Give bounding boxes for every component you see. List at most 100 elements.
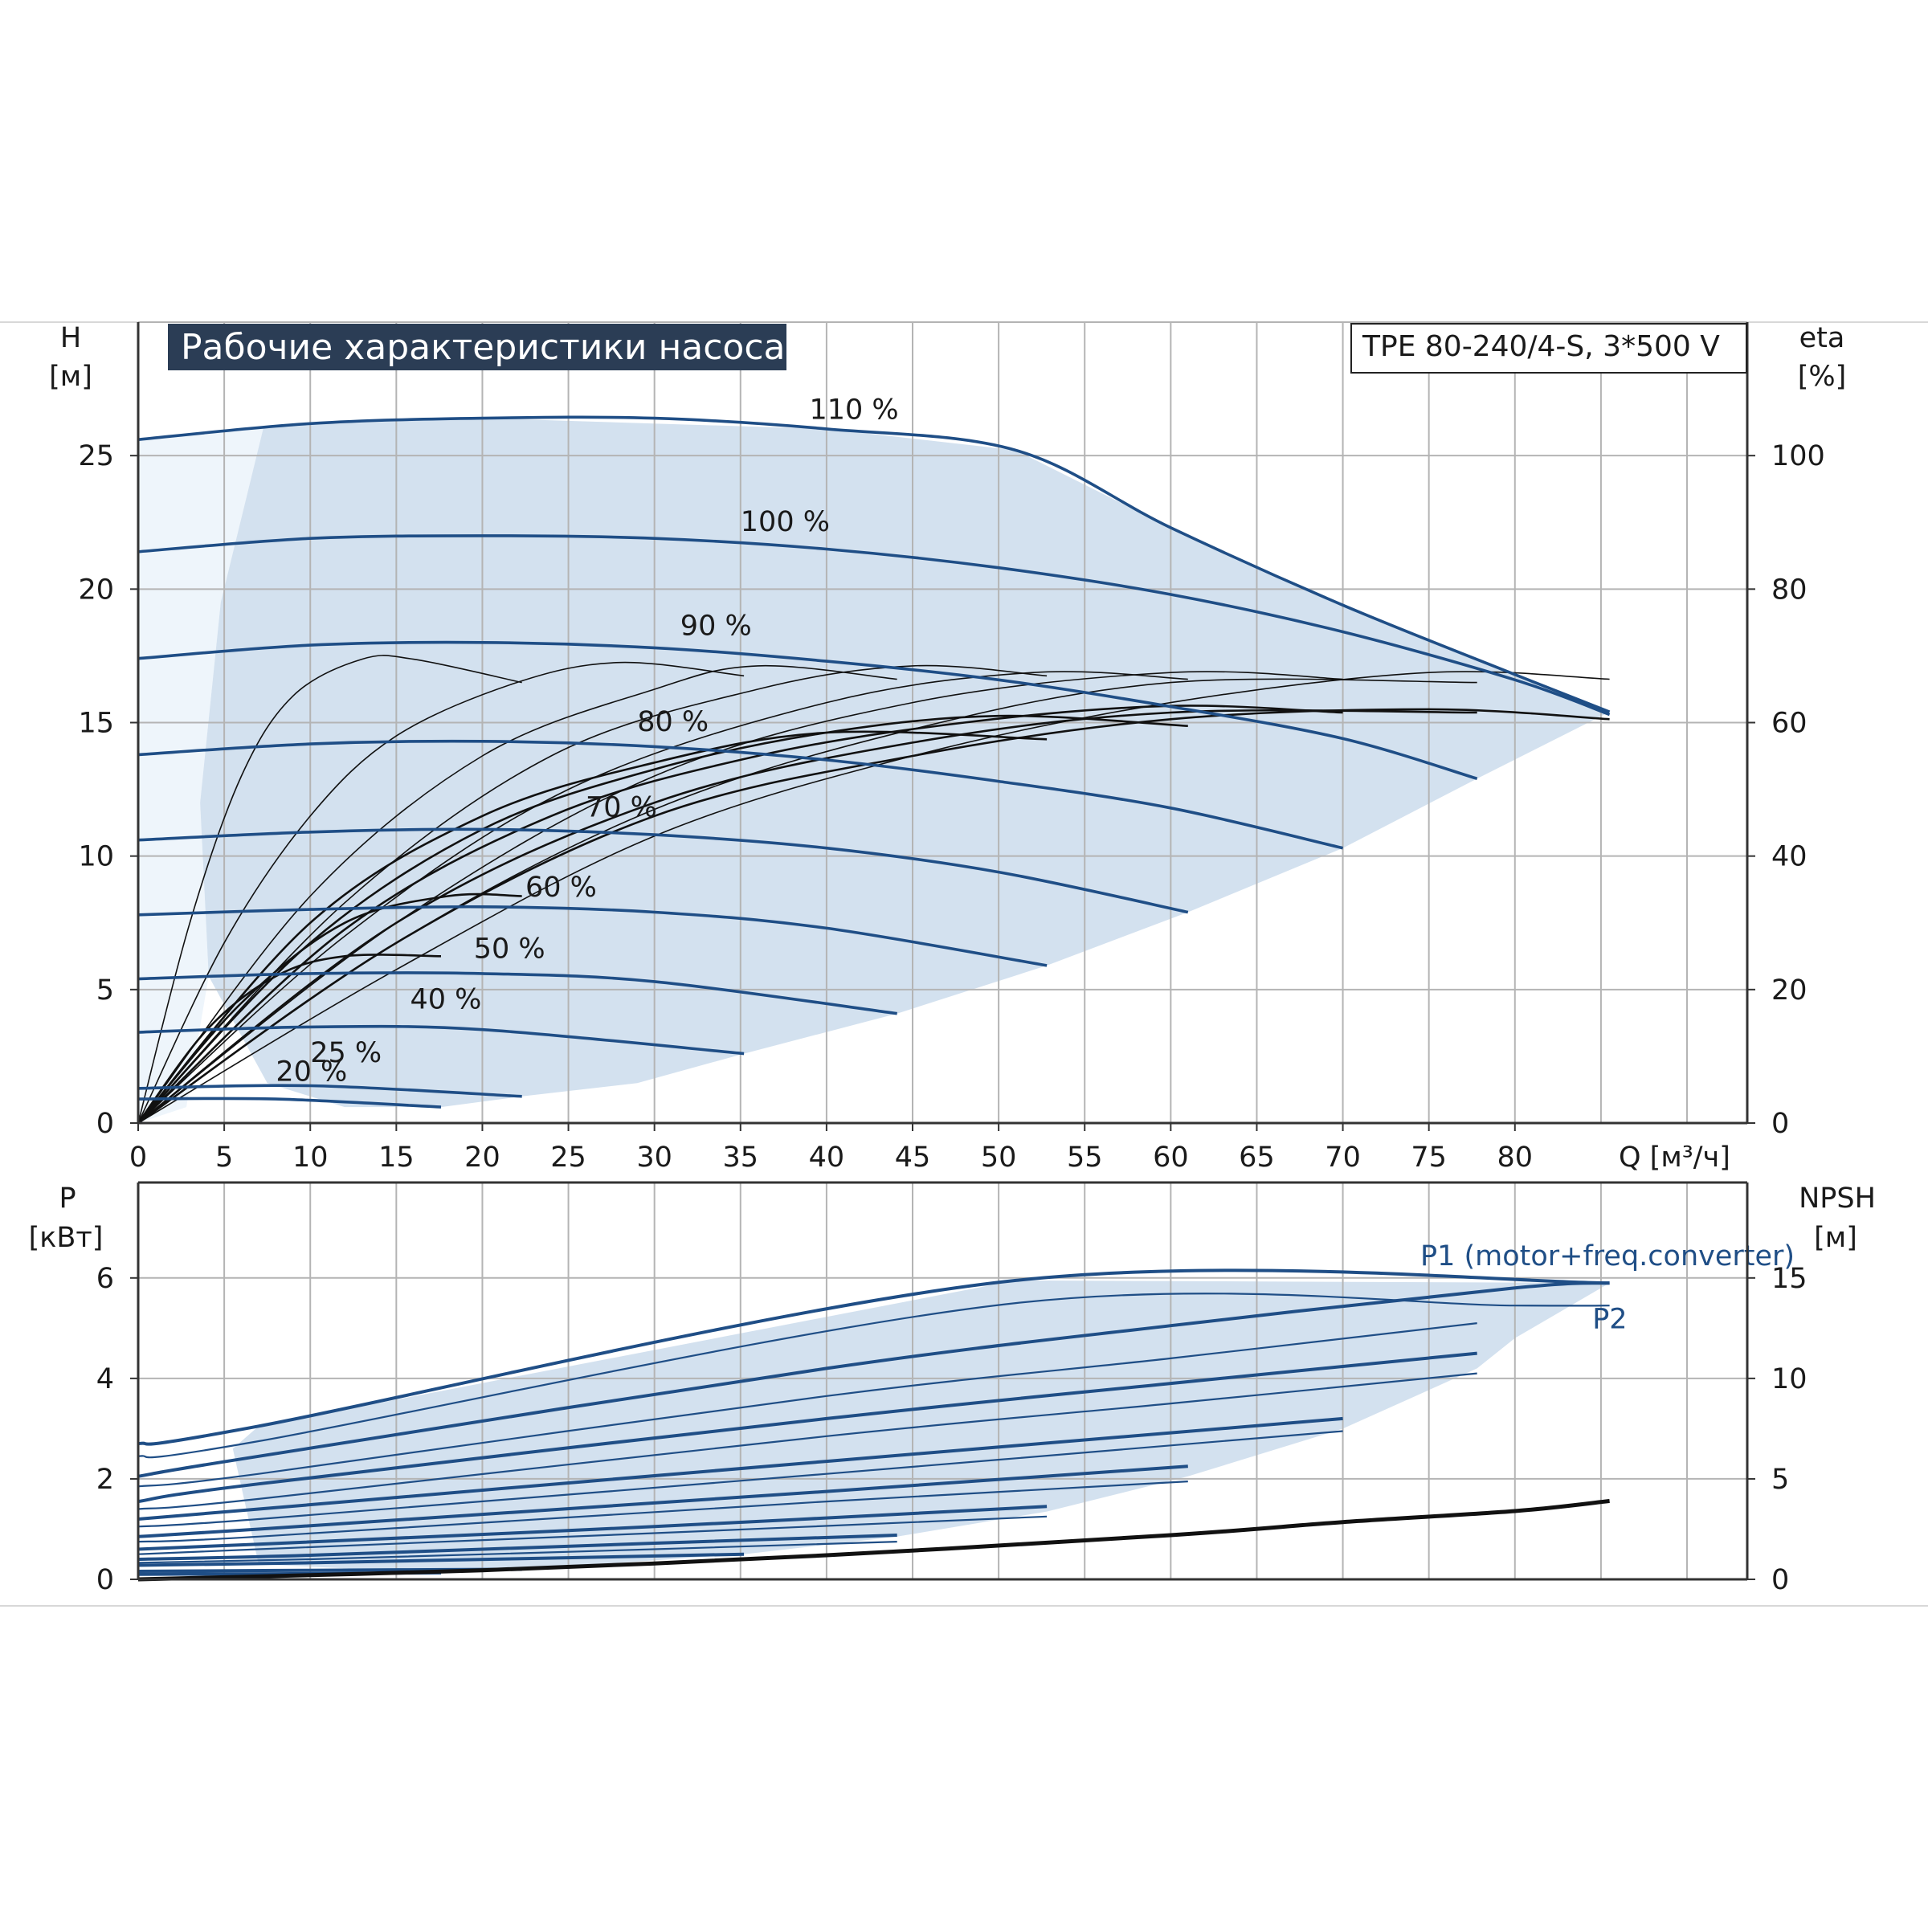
x-tick-label: 35: [723, 1142, 759, 1174]
model-box: TPE 80-240/4-S, 3*500 V: [1350, 323, 1747, 374]
power-axes: 0 2 4 6 0 5 10 15: [96, 1181, 1808, 1596]
power-curves: P1 (motor+freq.converter) P2: [137, 1240, 1795, 1582]
model-box-frame: [1350, 323, 1747, 374]
head-grid: [138, 321, 1747, 1123]
speed-curve-label: 60 %: [525, 872, 597, 904]
efficiency-curve: [137, 664, 1048, 1124]
title-banner-bg: [168, 324, 786, 370]
y-tick-label: 5: [96, 974, 114, 1007]
efficiency-curves: [137, 655, 1610, 1125]
efficiency-curve: [137, 661, 745, 1124]
speed-curve: [137, 1097, 442, 1109]
speed-curve: [137, 1024, 745, 1056]
p-tick-label: 6: [96, 1263, 114, 1295]
efficiency-curve: [137, 705, 1343, 1124]
y-tick-label: 15: [78, 708, 114, 740]
x-tick-label: 20: [464, 1142, 500, 1174]
eta-axis-unit: [%]: [1798, 361, 1847, 393]
head-efficiency-chart: 110 %100 %90 %80 %70 %60 %50 %40 %25 %20…: [49, 321, 1847, 1174]
p1-curve: [137, 1281, 1610, 1478]
efficiency-curve: [137, 709, 1477, 1125]
x-tick-label: 25: [550, 1142, 586, 1174]
efficiency-curve: [137, 730, 1048, 1124]
npsh-axis-title: NPSH: [1799, 1182, 1876, 1215]
npsh-tick-label: 5: [1771, 1464, 1789, 1496]
p2-curve: [137, 1322, 1477, 1488]
y2-tick-label: 60: [1771, 708, 1808, 740]
x-tick-label: 10: [292, 1142, 329, 1174]
p2-curve: [137, 1293, 1610, 1459]
p1-curve: [137, 1552, 745, 1567]
speed-curve: [137, 739, 1344, 850]
p1-curve: [137, 1351, 1477, 1504]
npsh-curve: [137, 1499, 1610, 1582]
p2-curve: [137, 1515, 1048, 1555]
chart-title: Рабочие характеристики насоса: [181, 327, 785, 368]
y-tick-label: 10: [78, 841, 114, 873]
speed-curve-label: 100 %: [741, 506, 830, 538]
p1-curve: [137, 1416, 1343, 1521]
npsh-tick-label: 0: [1771, 1564, 1789, 1596]
y-tick-label: 20: [78, 574, 114, 606]
x-tick-label: 30: [636, 1142, 672, 1174]
y-tick-label: 0: [96, 1108, 114, 1140]
speed-curve: [137, 640, 1478, 781]
x-tick-label: 45: [895, 1142, 931, 1174]
speed-curve-label: 20 %: [276, 1056, 347, 1088]
power-npsh-chart: P1 (motor+freq.converter) P2 0 2 4 6 0 5 10 15 P…: [29, 1181, 1876, 1596]
p-tick-label: 0: [96, 1564, 114, 1596]
head-axis-title: H: [60, 322, 81, 354]
light-region-head: [138, 426, 264, 1123]
y2-tick-label: 20: [1771, 974, 1808, 1007]
npsh-tick-label: 10: [1771, 1363, 1808, 1395]
speed-curves: 110 % 100 % 90 % 80 % 70 % 60 % 50 % 40 % 25 %20…: [137, 394, 1611, 1109]
head-axis-unit: [м]: [49, 361, 92, 393]
speed-curve-label: 70 %: [586, 791, 657, 823]
x-tick-label: 40: [809, 1142, 845, 1174]
speed-curve-label: 25 %: [310, 1037, 382, 1069]
p-tick-label: 4: [96, 1363, 114, 1395]
p2-curve: [137, 1372, 1477, 1510]
y2-tick-label: 40: [1771, 841, 1808, 873]
y-tick-label: 25: [78, 440, 114, 472]
speed-curve: [137, 1084, 522, 1098]
flow-axis-title: Q [м³/ч]: [1619, 1142, 1730, 1174]
p-tick-label: 2: [96, 1464, 114, 1496]
speed-curve-label: 50 %: [474, 933, 545, 966]
p1-curve: [137, 1464, 1188, 1538]
speed-curve: [137, 971, 897, 1015]
p2-label: P2: [1592, 1303, 1627, 1335]
y2-tick-label: 80: [1771, 574, 1808, 606]
efficiency-curve: [137, 655, 522, 1124]
efficiency-curve: [137, 714, 1188, 1124]
title-banner: Рабочие характеристики насоса: [168, 324, 786, 370]
x-tick-label: 55: [1067, 1142, 1103, 1174]
x-tick-label: 50: [981, 1142, 1017, 1174]
npsh-tick-label: 15: [1771, 1263, 1808, 1295]
x-tick-label: 75: [1411, 1142, 1447, 1174]
x-tick-label: 15: [378, 1142, 415, 1174]
efficiency-curve: [137, 664, 897, 1124]
npsh-axis-unit: [м]: [1814, 1222, 1857, 1254]
p2-curve: [137, 1430, 1343, 1528]
p1-curve: [137, 1268, 1610, 1446]
x-tick-label: 0: [129, 1142, 147, 1174]
speed-curve-label: 40 %: [410, 984, 481, 1016]
speed-curve-label: 80 %: [637, 706, 709, 738]
model-label: TPE 80-240/4-S, 3*500 V: [1362, 330, 1720, 363]
eta-axis-title: eta: [1799, 322, 1845, 354]
speed-curve: [137, 415, 1611, 713]
speed-curve-label: 90 %: [680, 610, 752, 642]
power-axis-unit: [кВт]: [29, 1222, 104, 1254]
p1-curve: [137, 1534, 897, 1561]
p1-label: P1 (motor+freq.converter): [1420, 1240, 1795, 1272]
y2-tick-label: 0: [1771, 1108, 1789, 1140]
p1-curve: [137, 1505, 1048, 1551]
speed-curve: [137, 827, 1189, 914]
efficiency-curve: [137, 708, 1610, 1125]
speed-curve-label: 110 %: [809, 394, 898, 426]
x-tick-label: 65: [1239, 1142, 1275, 1174]
p2-curve: [137, 1541, 897, 1564]
